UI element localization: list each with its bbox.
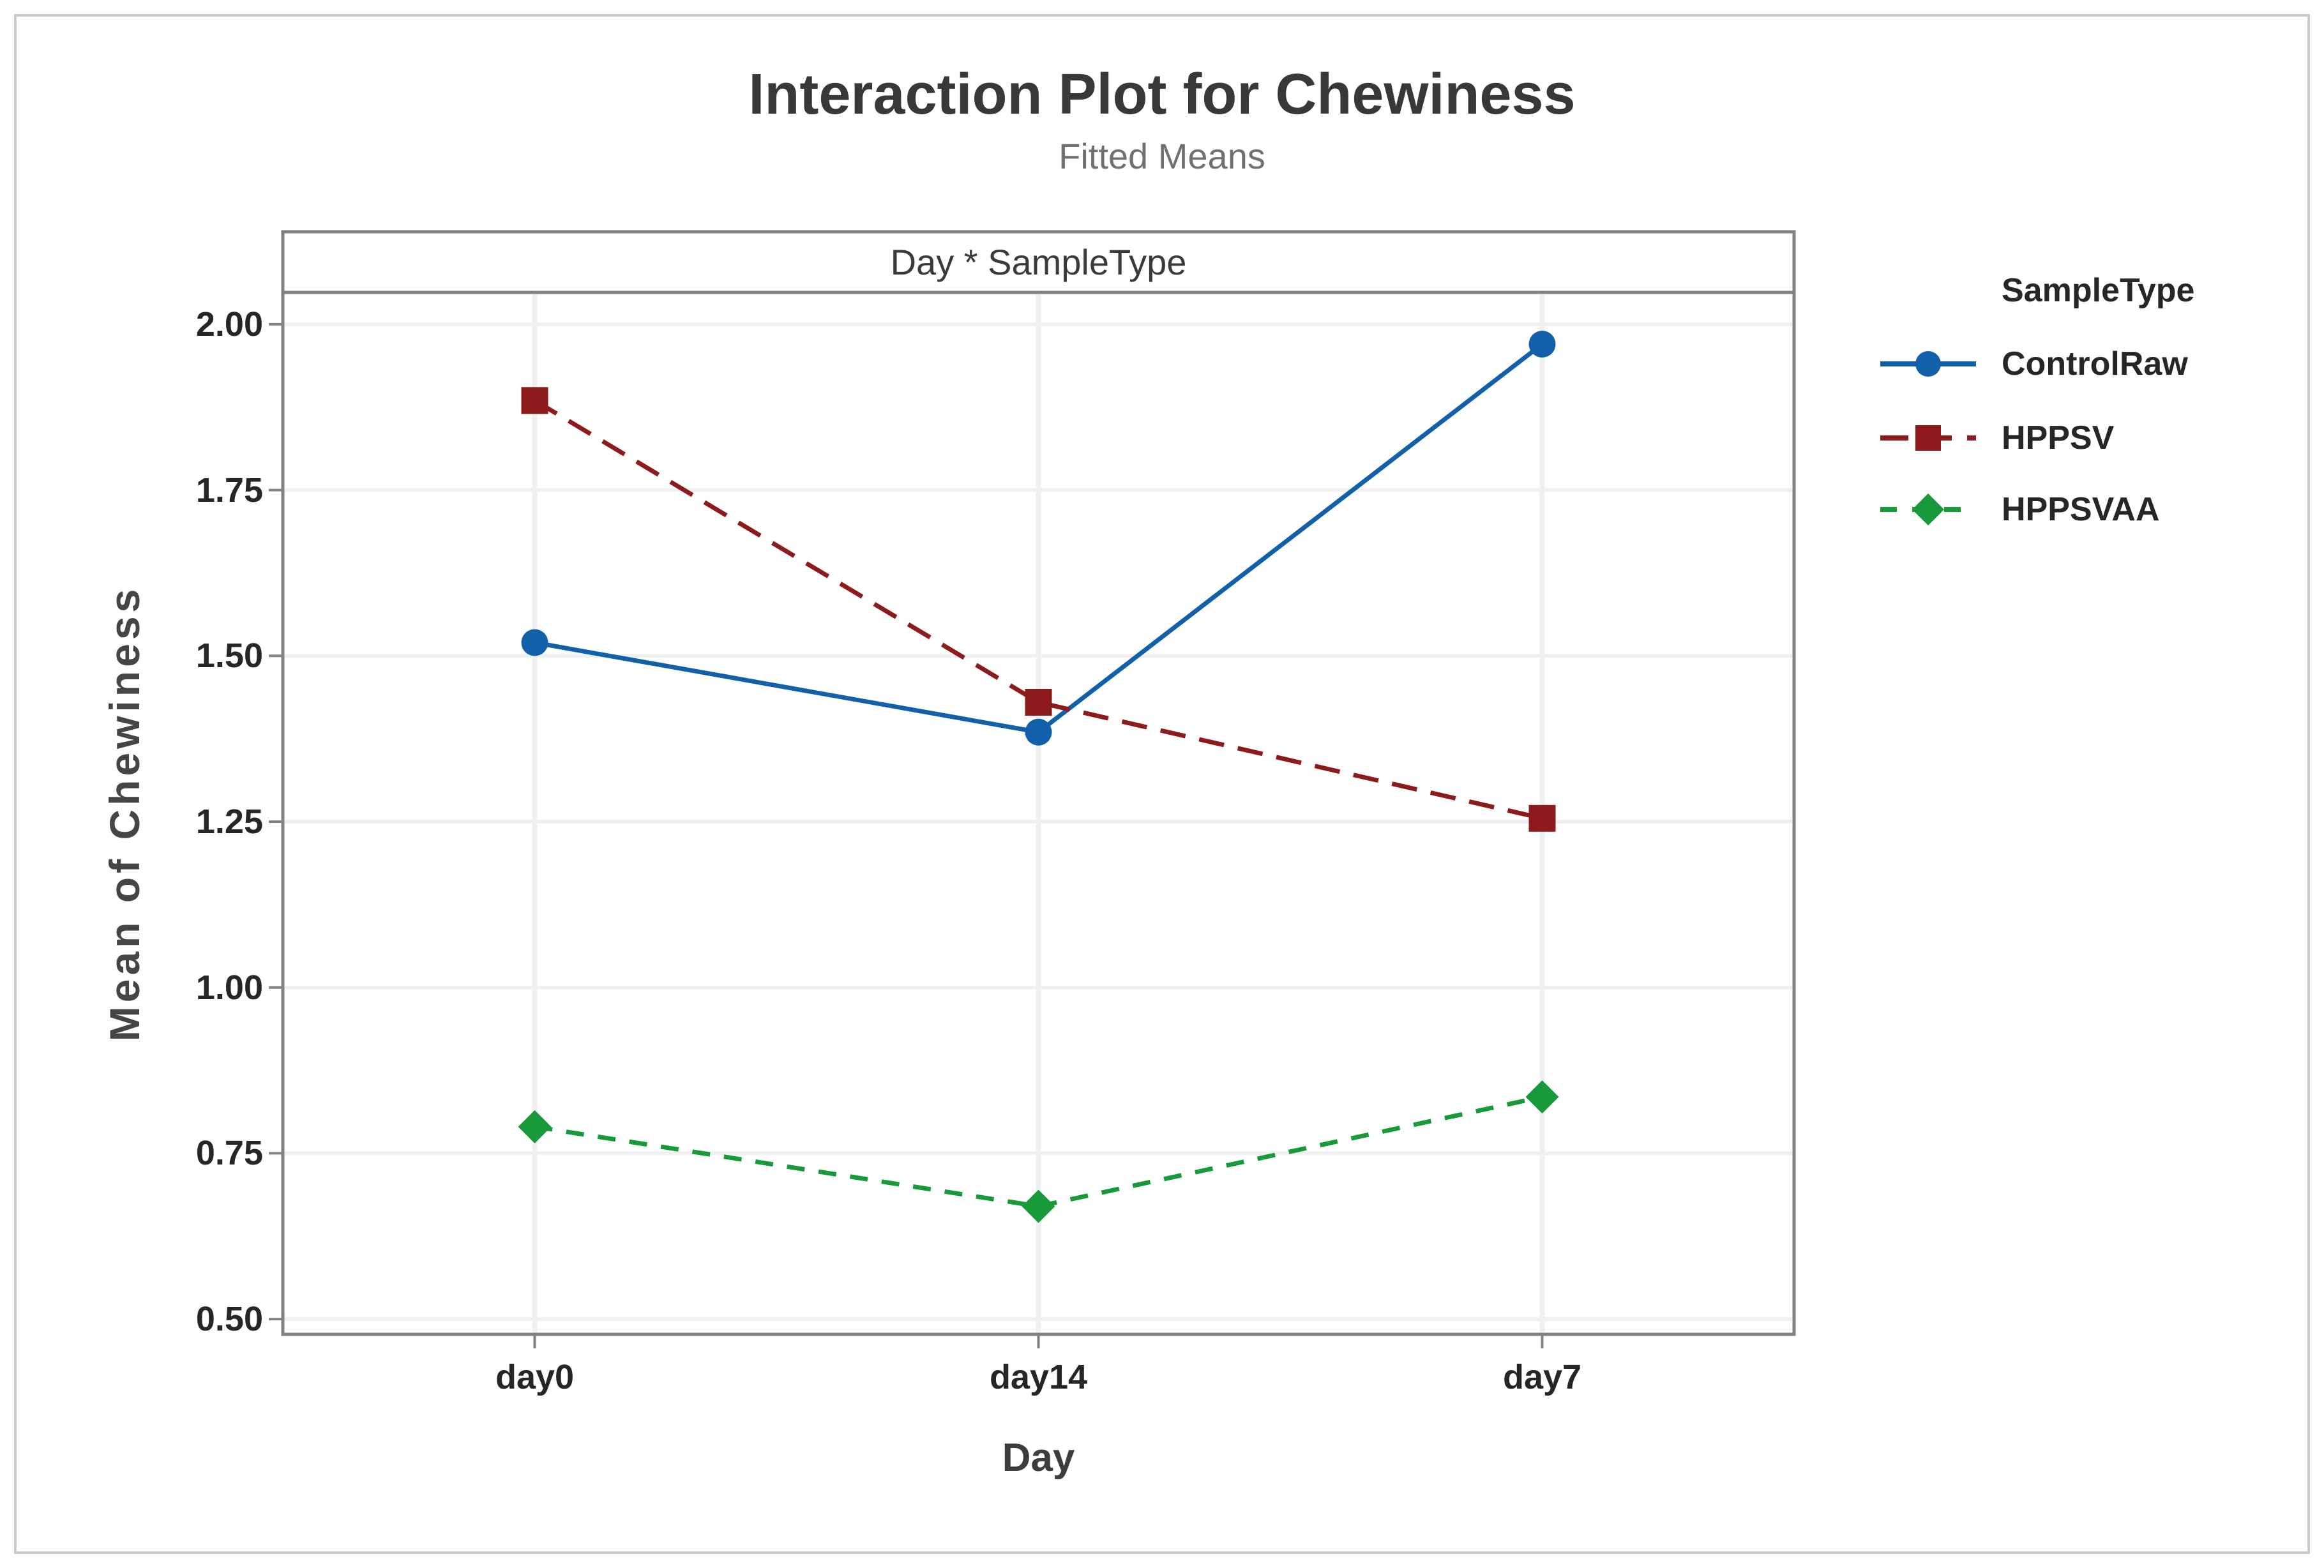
square-marker	[1915, 425, 1941, 451]
diamond-marker	[1912, 494, 1944, 525]
panel-header-band	[281, 230, 1796, 294]
y-tick-label-1.25: 1.25	[195, 802, 263, 841]
diamond-marker	[1525, 1080, 1559, 1114]
square-marker	[1025, 688, 1052, 716]
legend-label-HPPSV: HPPSV	[2002, 419, 2115, 456]
y-tick-label-2.00: 2.00	[195, 305, 263, 343]
y-tick-label-1.50: 1.50	[195, 637, 263, 675]
legend-label-ControlRaw: ControlRaw	[2002, 345, 2188, 382]
y-tick-label-0.75: 0.75	[195, 1134, 263, 1173]
x-axis-title: Day	[1002, 1436, 1075, 1480]
legend-line-samples	[1880, 351, 1976, 525]
legend-title: SampleType	[2002, 272, 2195, 309]
y-tick-label-0.50: 0.50	[195, 1300, 263, 1339]
panel-header-label: Day * SampleType	[890, 242, 1187, 282]
circle-marker	[521, 629, 548, 656]
y-tick-label-1.75: 1.75	[195, 471, 263, 509]
series-line-HPPSVAA	[534, 1094, 1543, 1209]
square-marker	[1528, 804, 1556, 832]
square-marker	[521, 387, 548, 414]
series-markers	[518, 331, 1559, 1223]
chart-subtitle: Fitted Means	[1059, 136, 1265, 176]
y-tick-label-1.00: 1.00	[195, 968, 263, 1007]
x-tick-label-day0: day0	[495, 1358, 575, 1396]
series-line-HPPSV	[533, 398, 1543, 821]
legend-label-HPPSVAA: HPPSVAA	[2002, 491, 2160, 528]
x-tick-label-day14: day14	[989, 1358, 1088, 1396]
axis-tick-marks	[269, 322, 1544, 1348]
x-tick-label-day7: day7	[1502, 1358, 1582, 1396]
diamond-marker	[1022, 1189, 1055, 1223]
figure-outer-border	[14, 14, 2310, 1554]
circle-marker	[1915, 351, 1941, 377]
circle-marker	[1528, 331, 1556, 358]
chart-title: Interaction Plot for Chewiness	[748, 63, 1576, 126]
circle-marker	[1025, 718, 1052, 746]
diamond-marker	[518, 1110, 552, 1143]
